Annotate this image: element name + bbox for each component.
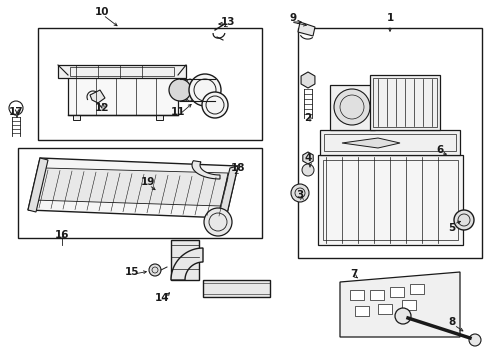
Circle shape	[302, 164, 314, 176]
Text: 7: 7	[350, 269, 358, 279]
Bar	[370, 290, 384, 300]
Bar	[402, 300, 416, 310]
Bar	[203, 280, 270, 297]
Circle shape	[204, 208, 232, 236]
Ellipse shape	[184, 79, 196, 101]
Circle shape	[454, 210, 474, 230]
Bar	[378, 304, 392, 314]
Bar	[373, 78, 437, 127]
Circle shape	[149, 264, 161, 276]
Polygon shape	[301, 72, 315, 88]
Bar	[320, 130, 460, 155]
Circle shape	[469, 334, 481, 346]
Polygon shape	[58, 65, 186, 78]
Polygon shape	[33, 168, 228, 206]
Bar	[390, 287, 404, 297]
Bar	[330, 85, 375, 130]
Text: 11: 11	[171, 107, 185, 117]
Circle shape	[189, 74, 221, 106]
Polygon shape	[342, 138, 400, 148]
Text: 19: 19	[141, 177, 155, 187]
Polygon shape	[298, 22, 315, 36]
Polygon shape	[68, 75, 178, 115]
Ellipse shape	[190, 79, 200, 101]
Text: 18: 18	[231, 163, 245, 173]
Ellipse shape	[200, 79, 210, 101]
Bar	[355, 306, 369, 316]
Circle shape	[334, 89, 370, 125]
Circle shape	[291, 184, 309, 202]
Text: 9: 9	[290, 13, 296, 23]
Text: 1: 1	[387, 13, 393, 23]
Polygon shape	[28, 158, 48, 212]
Bar	[18, 148, 262, 238]
Polygon shape	[73, 115, 80, 120]
Text: 10: 10	[95, 7, 109, 17]
Ellipse shape	[179, 79, 191, 101]
Text: 3: 3	[296, 190, 304, 200]
Polygon shape	[171, 248, 203, 280]
Bar	[298, 28, 482, 258]
Bar	[323, 160, 458, 240]
Text: 5: 5	[448, 223, 456, 233]
Circle shape	[202, 92, 228, 118]
Polygon shape	[156, 115, 163, 120]
Text: 2: 2	[304, 113, 312, 123]
Text: 8: 8	[448, 317, 456, 327]
Text: 6: 6	[437, 145, 443, 155]
Text: 13: 13	[221, 17, 235, 27]
Bar	[203, 283, 270, 294]
Bar	[324, 134, 456, 151]
Ellipse shape	[195, 79, 205, 101]
Polygon shape	[192, 161, 220, 179]
Ellipse shape	[174, 79, 186, 101]
Bar	[70, 67, 174, 76]
Bar	[350, 290, 364, 300]
Text: 17: 17	[9, 107, 24, 117]
Bar	[38, 28, 262, 140]
Text: 15: 15	[125, 267, 139, 277]
Polygon shape	[218, 166, 238, 218]
Text: 14: 14	[155, 293, 170, 303]
Polygon shape	[28, 158, 238, 218]
Bar	[370, 75, 440, 130]
Bar	[171, 240, 199, 280]
Bar	[318, 155, 463, 245]
Polygon shape	[90, 90, 105, 103]
Circle shape	[169, 79, 191, 101]
Polygon shape	[303, 152, 313, 164]
Bar	[410, 284, 424, 294]
Polygon shape	[340, 272, 460, 337]
Text: 16: 16	[55, 230, 69, 240]
Text: 4: 4	[304, 153, 312, 163]
Text: 12: 12	[95, 103, 109, 113]
Circle shape	[395, 308, 411, 324]
